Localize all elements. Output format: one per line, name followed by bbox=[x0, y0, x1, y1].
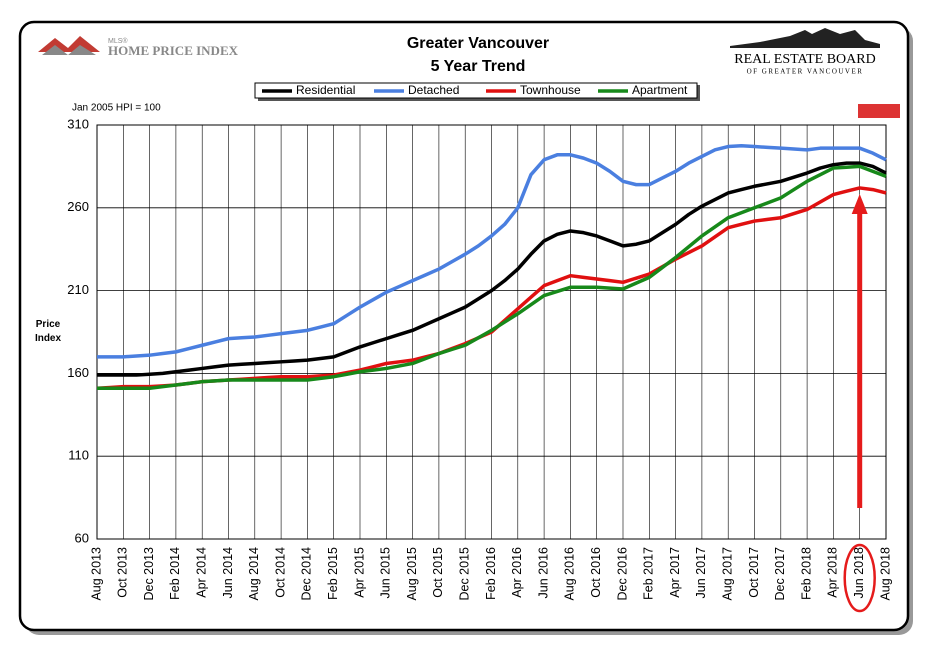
x-tick-label: Dec 2015 bbox=[457, 547, 471, 601]
x-tick-label: Aug 2015 bbox=[405, 547, 419, 601]
x-tick-label: Jun 2015 bbox=[379, 547, 393, 598]
x-tick-label: Dec 2016 bbox=[615, 547, 629, 601]
x-tick-label: Jun 2018 bbox=[852, 547, 866, 598]
y-tick-label: 160 bbox=[67, 365, 89, 380]
x-tick-label: Apr 2014 bbox=[194, 547, 208, 598]
x-tick-label: Oct 2013 bbox=[116, 547, 130, 598]
x-tick-label: Aug 2017 bbox=[720, 547, 734, 601]
x-tick-label: Jun 2016 bbox=[536, 547, 550, 598]
legend-label: Residential bbox=[296, 83, 355, 97]
legend-label: Townhouse bbox=[520, 83, 581, 97]
series-line bbox=[97, 143, 887, 359]
x-tick-label: Aug 2016 bbox=[563, 547, 577, 601]
annotation-arrow-head bbox=[851, 194, 868, 214]
x-tick-label: Apr 2016 bbox=[510, 547, 524, 598]
y-tick-label: 210 bbox=[67, 282, 89, 297]
series-line bbox=[97, 164, 887, 391]
x-tick-label: Jun 2017 bbox=[694, 547, 708, 598]
x-tick-label: Oct 2014 bbox=[273, 547, 287, 598]
x-tick-label: Oct 2016 bbox=[589, 547, 603, 598]
y-tick-label: 260 bbox=[67, 199, 89, 214]
logo-text: MLS® bbox=[108, 37, 128, 45]
y-tick-label: 310 bbox=[67, 116, 89, 131]
chart-subtitle: 5 Year Trend bbox=[431, 58, 526, 75]
x-tick-label: Apr 2017 bbox=[668, 547, 682, 598]
legend-label: Detached bbox=[408, 83, 459, 97]
x-tick-label: Feb 2018 bbox=[799, 547, 813, 600]
x-tick-label: Feb 2017 bbox=[642, 547, 656, 600]
plot-border bbox=[96, 124, 887, 540]
chart-title: Greater Vancouver bbox=[407, 35, 549, 52]
series-line bbox=[97, 161, 887, 377]
x-tick-label: Feb 2016 bbox=[484, 547, 498, 600]
x-tick-label: Oct 2015 bbox=[431, 547, 445, 598]
logo-text: HOME PRICE INDEX bbox=[108, 43, 239, 58]
x-tick-label: Aug 2014 bbox=[247, 547, 261, 601]
logo-icon bbox=[42, 45, 96, 55]
x-tick-label: Apr 2015 bbox=[352, 547, 366, 598]
x-tick-label: Dec 2017 bbox=[773, 547, 787, 601]
legend-label: Apartment bbox=[632, 83, 688, 97]
x-tick-label: Feb 2015 bbox=[326, 547, 340, 600]
board-logo-icon bbox=[730, 28, 880, 48]
logo-text: REAL ESTATE BOARD bbox=[734, 52, 875, 67]
logo-text: OF GREATER VANCOUVER bbox=[747, 68, 864, 76]
legend bbox=[254, 82, 698, 99]
mls-logo bbox=[858, 104, 900, 118]
y-axis-label: Price Index bbox=[34, 319, 62, 344]
note: Jan 2005 HPI = 100 bbox=[72, 103, 161, 114]
x-tick-label: Dec 2013 bbox=[142, 547, 156, 601]
x-tick-label: Feb 2014 bbox=[168, 547, 182, 600]
x-tick-label: Aug 2018 bbox=[878, 547, 892, 601]
y-tick-label: 60 bbox=[75, 530, 89, 545]
x-tick-label: Aug 2013 bbox=[89, 547, 103, 601]
x-tick-label: Dec 2014 bbox=[300, 547, 314, 601]
frame bbox=[18, 20, 910, 632]
x-tick-label: Apr 2018 bbox=[826, 547, 840, 598]
x-tick-label: Jun 2014 bbox=[221, 547, 235, 598]
x-tick-label: Oct 2017 bbox=[747, 547, 761, 598]
y-tick-label: 110 bbox=[68, 448, 89, 463]
annotation-circle bbox=[843, 543, 876, 613]
